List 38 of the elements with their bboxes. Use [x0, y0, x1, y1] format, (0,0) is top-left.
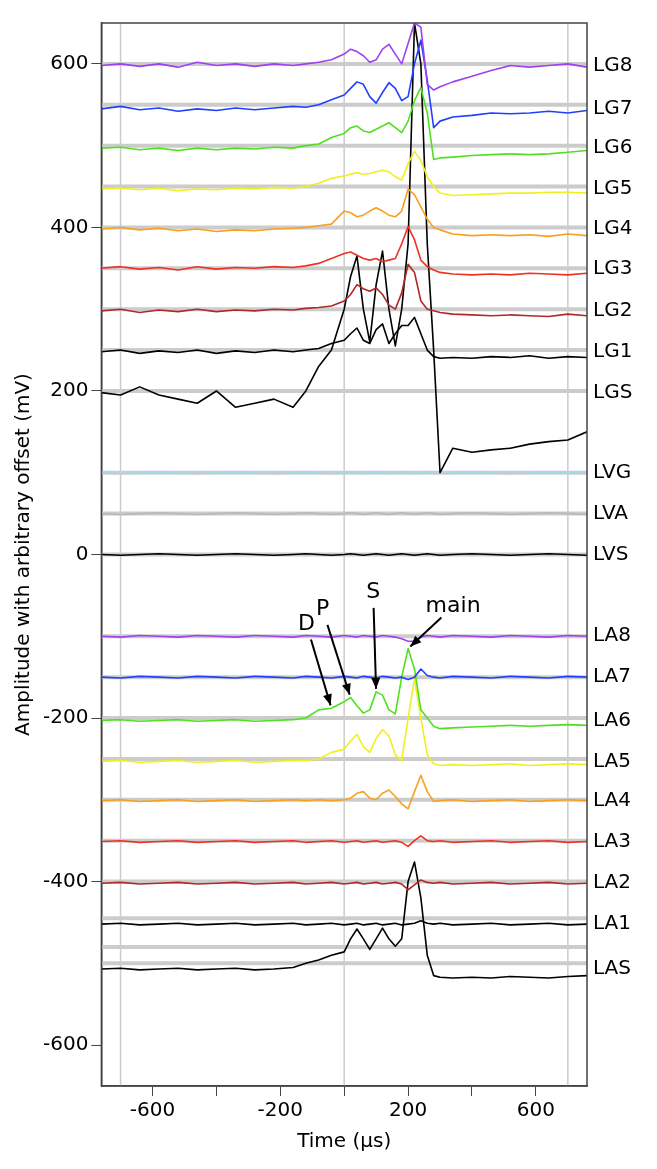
- y-tick-label: 200: [50, 377, 89, 402]
- series-label: LA1: [593, 910, 632, 935]
- series-label: LA4: [593, 786, 632, 811]
- x-tick-label: -600: [129, 1097, 176, 1122]
- series-label: LG8: [593, 51, 633, 76]
- annotation: D: [297, 609, 315, 635]
- y-tick-label: -400: [43, 867, 89, 892]
- series-label: LA8: [593, 622, 632, 647]
- y-tick-label: 600: [50, 50, 89, 75]
- series-label: LA3: [593, 827, 632, 852]
- x-axis-title: Time (μs): [296, 1128, 392, 1153]
- series-label: LA2: [593, 869, 632, 894]
- series-label: LGS: [593, 378, 633, 403]
- series-label: LG6: [593, 134, 633, 159]
- series-label: LA7: [593, 663, 632, 688]
- series-label: LG2: [593, 297, 633, 322]
- y-axis-title: Amplitude with arbitrary offset (mV): [10, 373, 35, 736]
- series-label: LA5: [593, 747, 632, 772]
- series-label: LA6: [593, 706, 632, 731]
- series-label: LG7: [593, 95, 633, 120]
- x-tick-label: -200: [257, 1097, 303, 1122]
- annotation: main: [425, 592, 481, 618]
- annotation: S: [366, 577, 381, 603]
- series-label: LVA: [593, 499, 629, 524]
- series-label: LG1: [593, 337, 633, 362]
- y-tick-label: 400: [50, 213, 89, 238]
- y-tick-label: -600: [43, 1031, 89, 1056]
- series-label: LG3: [593, 254, 633, 279]
- series-label: LG4: [593, 215, 633, 240]
- series-label: LAS: [593, 955, 631, 980]
- series-label: LVS: [593, 540, 629, 565]
- x-tick-label: 600: [516, 1097, 555, 1122]
- series-label: LG5: [593, 175, 633, 200]
- y-tick-label: -200: [43, 704, 89, 729]
- annotation: P: [315, 595, 330, 621]
- y-tick-label: 0: [75, 540, 89, 565]
- series-label: LVG: [593, 458, 632, 483]
- x-tick-label: 200: [389, 1097, 428, 1122]
